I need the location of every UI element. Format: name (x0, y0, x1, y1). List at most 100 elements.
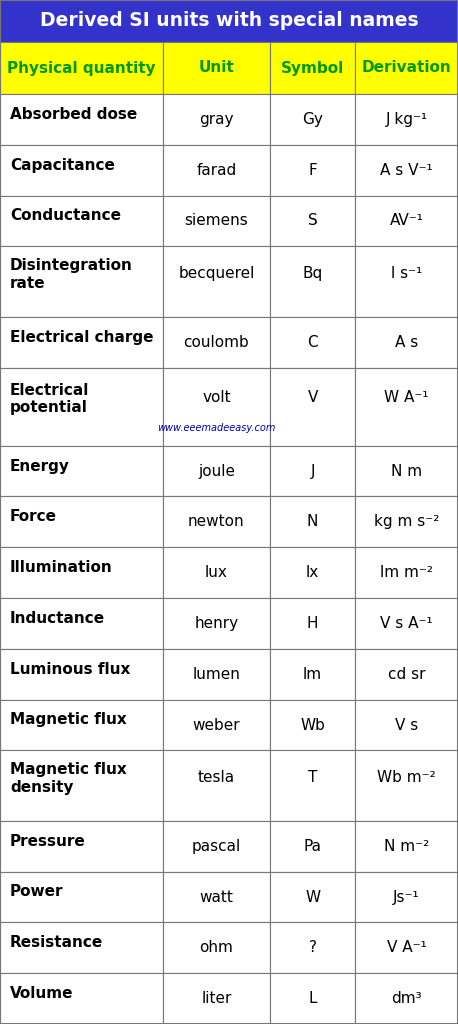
Text: A s V⁻¹: A s V⁻¹ (380, 163, 433, 178)
Bar (163, 923, 270, 973)
Text: Resistance: Resistance (10, 935, 103, 950)
Text: Unit: Unit (198, 60, 234, 76)
Bar (163, 547, 270, 598)
Text: Bq: Bq (302, 265, 323, 281)
Text: weber: weber (193, 718, 240, 732)
Text: Power: Power (10, 885, 64, 899)
Text: J kg⁻¹: J kg⁻¹ (386, 112, 427, 127)
Bar (0, 0, 458, 42)
Bar (270, 316, 355, 368)
Bar (270, 598, 355, 649)
Text: gray: gray (199, 112, 234, 127)
Bar (270, 144, 355, 196)
Text: Absorbed dose: Absorbed dose (10, 106, 137, 122)
Text: lx: lx (306, 565, 319, 581)
Text: lux: lux (205, 565, 228, 581)
Bar (0, 368, 163, 445)
Bar (163, 445, 270, 497)
Text: N m⁻²: N m⁻² (384, 839, 429, 854)
Text: L: L (308, 991, 317, 1007)
Text: Magnetic flux: Magnetic flux (10, 713, 127, 727)
Text: W: W (305, 890, 320, 904)
Text: N: N (307, 514, 318, 529)
Text: Volume: Volume (10, 986, 73, 1001)
Text: A s: A s (395, 335, 418, 349)
Bar (0, 871, 163, 923)
Text: Illumination: Illumination (10, 560, 113, 575)
Bar (163, 598, 270, 649)
Text: tesla: tesla (198, 770, 235, 784)
Bar (355, 598, 458, 649)
Bar (355, 247, 458, 316)
Bar (270, 247, 355, 316)
Text: lm m⁻²: lm m⁻² (380, 565, 433, 581)
Bar (163, 821, 270, 871)
Bar (355, 196, 458, 247)
Text: dm³: dm³ (391, 991, 422, 1007)
Text: siemens: siemens (185, 213, 248, 228)
Bar (163, 42, 270, 94)
Text: Pa: Pa (304, 839, 322, 854)
Bar (0, 923, 163, 973)
Bar (163, 973, 270, 1024)
Bar (270, 445, 355, 497)
Text: Luminous flux: Luminous flux (10, 662, 131, 677)
Text: Magnetic flux
density: Magnetic flux density (10, 763, 127, 795)
Bar (270, 973, 355, 1024)
Text: joule: joule (198, 464, 235, 478)
Text: Gy: Gy (302, 112, 323, 127)
Text: cd sr: cd sr (388, 667, 425, 682)
Bar (0, 144, 163, 196)
Bar (0, 547, 163, 598)
Text: kg m s⁻²: kg m s⁻² (374, 514, 439, 529)
Text: farad: farad (196, 163, 236, 178)
Bar (355, 699, 458, 751)
Text: AV⁻¹: AV⁻¹ (390, 213, 423, 228)
Bar (355, 871, 458, 923)
Bar (0, 598, 163, 649)
Text: Conductance: Conductance (10, 209, 121, 223)
Bar (270, 547, 355, 598)
Bar (163, 871, 270, 923)
Text: Electrical charge: Electrical charge (10, 330, 153, 344)
Bar (355, 923, 458, 973)
Bar (270, 871, 355, 923)
Text: coulomb: coulomb (184, 335, 249, 349)
Bar (0, 445, 163, 497)
Text: henry: henry (194, 616, 239, 631)
Text: www.eeemadeeasy.com: www.eeemadeeasy.com (157, 424, 276, 433)
Bar (355, 42, 458, 94)
Text: Electrical
potential: Electrical potential (10, 383, 89, 415)
Text: Wb m⁻²: Wb m⁻² (377, 770, 436, 784)
Text: H: H (307, 616, 318, 631)
Bar (0, 699, 163, 751)
Bar (355, 94, 458, 144)
Bar (270, 699, 355, 751)
Text: liter: liter (201, 991, 232, 1007)
Bar (163, 196, 270, 247)
Bar (0, 751, 163, 821)
Bar (355, 649, 458, 699)
Text: volt: volt (202, 390, 231, 404)
Bar (355, 368, 458, 445)
Text: Energy: Energy (10, 459, 70, 473)
Bar (270, 196, 355, 247)
Text: becquerel: becquerel (178, 265, 255, 281)
Text: newton: newton (188, 514, 245, 529)
Bar (163, 94, 270, 144)
Text: pascal: pascal (192, 839, 241, 854)
Bar (0, 247, 163, 316)
Text: N m: N m (391, 464, 422, 478)
Bar (270, 923, 355, 973)
Bar (270, 821, 355, 871)
Bar (163, 144, 270, 196)
Text: Pressure: Pressure (10, 834, 86, 849)
Bar (355, 316, 458, 368)
Text: V A⁻¹: V A⁻¹ (387, 940, 426, 955)
Bar (0, 497, 163, 547)
Text: Capacitance: Capacitance (10, 158, 115, 173)
Bar (355, 547, 458, 598)
Bar (355, 821, 458, 871)
Text: V: V (307, 390, 318, 404)
Text: V s: V s (395, 718, 418, 732)
